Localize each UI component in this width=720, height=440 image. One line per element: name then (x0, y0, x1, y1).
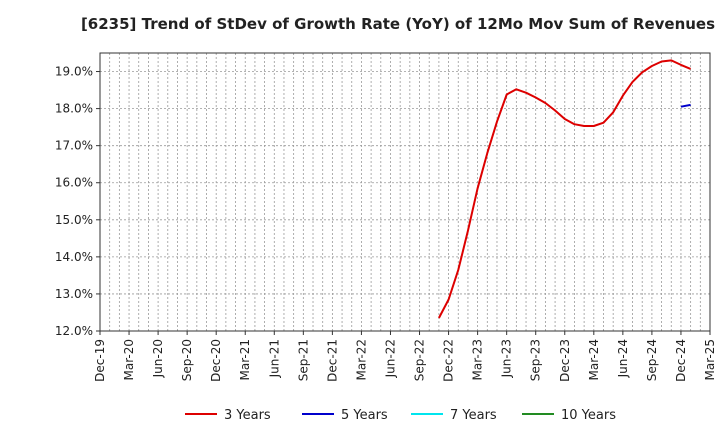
x-tick-label: Dec-20 (209, 339, 223, 382)
x-tick-label: Jun-23 (500, 339, 514, 378)
legend-label-3-years: 3 Years (224, 408, 271, 423)
y-tick-label: 14.0% (55, 250, 93, 264)
x-tick-label: Dec-19 (93, 339, 107, 382)
x-tick-label: Mar-23 (471, 339, 485, 380)
x-tick-label: Jun-20 (151, 339, 165, 378)
y-axis: 12.0% 13.0% 14.0% 15.0% 16.0% 17.0% 18.0% 19.0% (55, 65, 100, 338)
x-tick-label: Mar-21 (238, 339, 252, 380)
x-tick-label: Dec-24 (674, 339, 688, 382)
x-tick-label: Jun-21 (267, 339, 281, 378)
series-line-5-years (680, 103, 691, 108)
legend-label-10-years: 10 Years (561, 408, 616, 423)
x-tick-label: Sep-24 (645, 339, 659, 381)
x-tick-label: Dec-22 (442, 339, 456, 382)
x-tick-label: Jun-24 (616, 339, 630, 378)
x-tick-label: Mar-20 (122, 339, 136, 380)
grid (100, 53, 710, 331)
chart-title: [6235] Trend of StDev of Growth Rate (Yo… (81, 15, 715, 33)
x-tick-label: Dec-21 (325, 339, 339, 382)
y-tick-label: 13.0% (55, 287, 93, 301)
legend-label-5-years: 5 Years (341, 408, 388, 423)
x-tick-label: Sep-20 (180, 339, 194, 381)
x-tick-label: Mar-25 (703, 339, 717, 380)
x-tick-label: Dec-23 (558, 339, 572, 382)
legend: 3 Years 5 Years 7 Years 10 Years (185, 408, 616, 423)
y-tick-label: 17.0% (55, 139, 93, 153)
y-tick-label: 19.0% (55, 65, 93, 79)
series-layer (438, 59, 691, 319)
x-tick-label: Sep-21 (296, 339, 310, 381)
y-tick-label: 12.0% (55, 324, 93, 338)
plot-area (99, 52, 711, 332)
legend-label-7-years: 7 Years (450, 408, 497, 423)
y-tick-label: 16.0% (55, 176, 93, 190)
series-line-3-years (438, 59, 691, 319)
x-axis: Dec-19 Mar-20 Jun-20 Sep-20 Dec-20 Mar-21 Jun-… (93, 331, 717, 382)
x-tick-label: Jun-22 (383, 339, 397, 378)
x-tick-label: Mar-22 (354, 339, 368, 380)
x-tick-label: Sep-22 (413, 339, 427, 381)
y-tick-label: 18.0% (55, 102, 93, 116)
x-tick-label: Mar-24 (587, 339, 601, 380)
y-tick-label: 15.0% (55, 213, 93, 227)
x-tick-label: Sep-23 (529, 339, 543, 381)
